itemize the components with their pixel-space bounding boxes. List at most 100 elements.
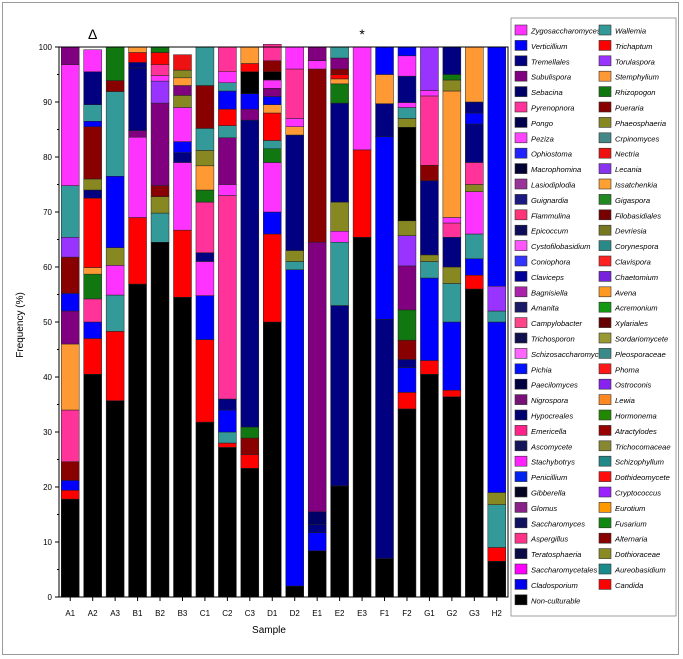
bar-segment-B1-6 [128,62,147,69]
bar-segment-G1-3 [420,277,439,361]
legend-label: Ostroconis [615,381,651,390]
bar-segment-B2-6 [150,80,170,104]
legend-swatch [514,286,528,298]
bar-segment-A3-8 [105,80,125,92]
bar-segment-C1-12 [195,46,215,86]
bar-segment-E2-3 [330,242,349,306]
x-tick-label-D1: D1 [267,609,278,618]
legend-swatch [514,378,528,390]
legend-entry-stemphylium: Stemphylium [598,70,659,82]
legend-label: Saccharomycetales [531,566,597,575]
legend-label: Pueraria [615,104,644,113]
legend-label: Trichocomaceae [615,442,671,451]
bar-segment-E3-3 [352,46,372,151]
legend-label: Coniophora [531,258,570,267]
legend-swatch [598,532,612,544]
legend-swatch [598,194,612,205]
bar-segment-B2-5 [150,102,170,186]
legend-entry-epicoccum: Epicoccum [514,224,568,236]
bar-B1 [128,46,147,598]
bar-segment-F2-12 [397,107,417,119]
legend-label: Subulispora [531,73,571,82]
legend-swatch [514,255,528,267]
legend-label: Crpinomyces [615,134,660,143]
bar-segment-C3-1 [240,468,260,598]
bar-segment-E2-4 [330,231,349,243]
legend-label: Dothideomycete [615,473,670,482]
bar-segment-A2-1 [83,374,102,598]
legend: Zygosaccharomyces Verticillium Tremellales… [510,17,677,617]
y-tick-label-10: 10 [43,538,52,547]
bar-segment-C2-4 [218,409,237,433]
legend-entry-candida: Candida [598,579,643,590]
legend-label: Amanita [530,304,559,313]
legend-entry-trichosporon: Trichosporon [514,332,575,344]
legend-swatch [514,486,528,498]
x-axis-label: Sample [252,625,286,636]
legend-swatch [514,40,528,51]
legend-swatch [514,517,528,529]
bar-segment-G3-6 [465,184,484,192]
legend-label: Ascomycete [530,442,572,451]
legend-swatch [514,209,528,221]
bar-segment-E2-10 [330,68,349,75]
bar-segment-B1-5 [128,67,147,131]
bar-segment-B2-8 [150,64,170,76]
bar-segment-F1-1 [375,558,394,598]
legend-swatch [598,409,612,421]
legend-entry-dothioraceae: Dothioraceae [598,548,660,559]
legend-label: Bagnisiella [531,288,568,297]
bar-segment-E2-8 [330,78,349,85]
legend-entry-nectria: Nectria [598,147,639,159]
bar-segment-F2-4 [397,359,417,368]
bar-segment-G1-5 [420,254,439,262]
bar-segment-A1-13 [60,46,80,65]
legend-label: Trichosporon [531,335,575,344]
bar-segment-C1-6 [195,201,215,253]
bar-segment-C2-6 [218,195,237,400]
legend-swatch [514,70,528,82]
x-tick-label-C1: C1 [200,609,211,618]
bar-segment-G3-11 [465,46,484,103]
legend-entry-saccharomycetales: Saccharomycetales [514,563,597,575]
bar-segment-D1-8 [263,104,282,114]
bar-segment-G2-1 [442,396,462,598]
legend-swatch [514,224,528,236]
legend-label: Pyrenopnora [531,104,574,113]
legend-entry-pleosporaceae: Pleosporaceae [598,348,666,359]
legend-swatch [514,147,528,159]
y-axis-label: Frequency (%) [15,292,26,358]
bar-segment-D2-6 [285,126,304,136]
bars [60,44,507,598]
legend-entry-ophiostoma: Ophiostoma [514,147,572,159]
y-tick-label-60: 60 [43,263,52,272]
legend-entry-sebacina: Sebacina [514,86,563,97]
legend-entry-cladosporium: Cladosporium [514,579,578,590]
y-tick-label-50: 50 [43,318,52,327]
legend-entry-schizosaccharomyces: Schizosaccharomyces [514,348,607,359]
legend-swatch [514,563,528,575]
legend-entry-glomus: Glomus [514,502,557,513]
legend-label: Cystofilobasidium [531,242,591,251]
bar-segment-G3-2 [465,275,484,290]
legend-label: Dothioraceae [615,550,660,559]
bar-segment-C3-9 [240,63,260,72]
legend-entry-peziza: Peziza [514,132,554,143]
legend-swatch [514,594,528,606]
plot-area [59,47,508,597]
x-tick-label-C2: C2 [222,609,233,618]
legend-entry-flammulina: Flammulina [514,209,570,221]
legend-swatch [598,224,612,236]
bar-segment-F2-8 [397,235,417,267]
x-tick-label-G3: G3 [469,609,480,618]
bar-segment-E1-7 [307,60,327,70]
bar-segment-C2-11 [218,90,237,110]
bar-segment-G3-3 [465,258,484,276]
legend-entry-aureobasidium: Aureobasidium [598,563,666,575]
x-tick-label-H2: H2 [492,609,503,618]
legend-swatch [514,579,528,590]
legend-entry-cryptococcus: Cryptococcus [598,486,661,498]
legend-swatch [514,55,528,67]
legend-swatch [598,317,612,328]
legend-label: Zygosaccharomyces [530,27,601,36]
